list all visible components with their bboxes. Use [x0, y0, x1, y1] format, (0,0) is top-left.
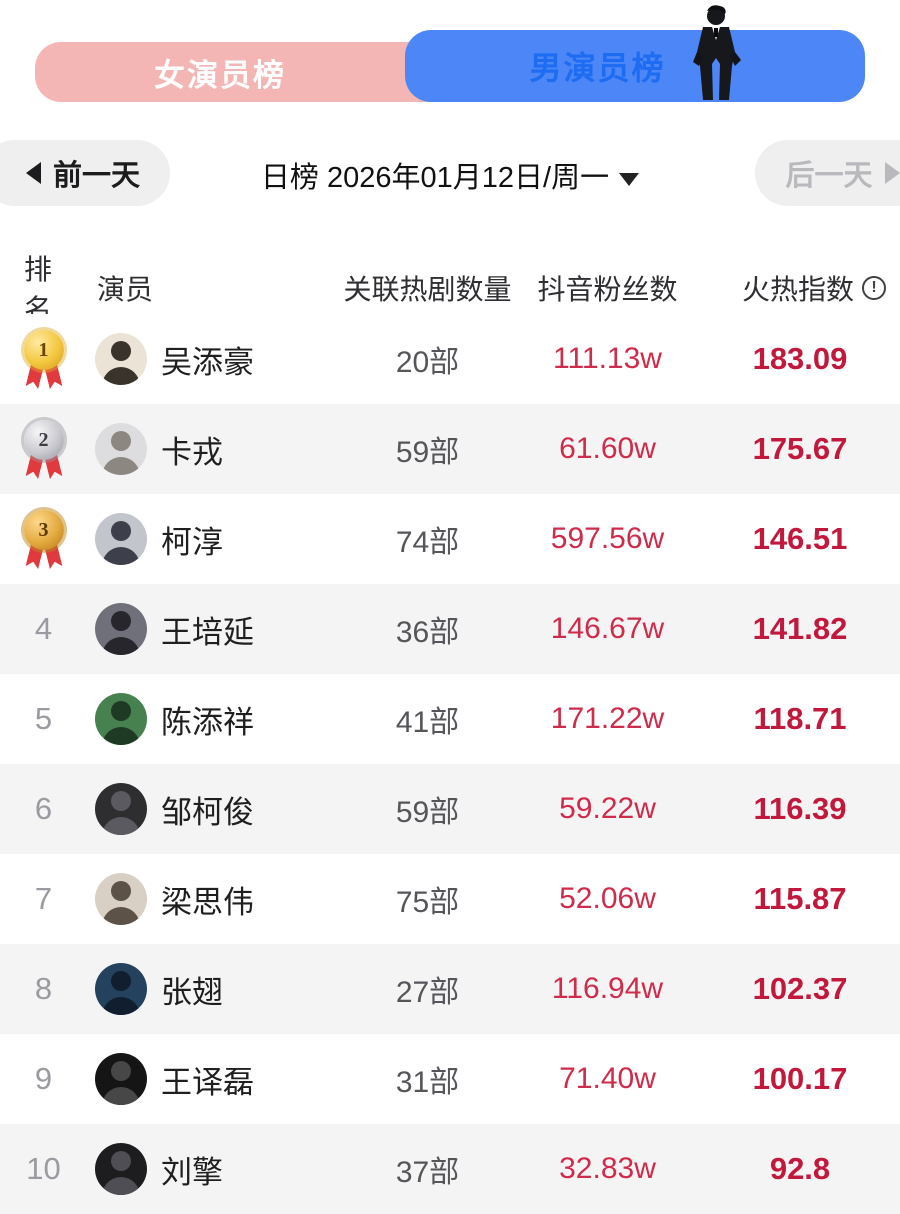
table-row[interactable]: 3 柯淳 74部 597.56w 146.51: [0, 494, 900, 584]
table-row[interactable]: 6 邹柯俊 59部 59.22w 116.39: [0, 764, 900, 854]
avatar: [95, 873, 147, 925]
previous-day-button[interactable]: 前一天: [0, 140, 170, 206]
header-drama-count: 关联热剧数量: [343, 274, 512, 305]
chevron-down-icon: [619, 172, 640, 186]
fans-count: 59.22w: [559, 792, 656, 825]
fans-count: 61.60w: [559, 432, 656, 465]
table-row[interactable]: 10 刘擎 37部 32.83w 92.8: [0, 1124, 900, 1214]
avatar: [95, 333, 147, 385]
actor-name: 邹柯俊: [161, 794, 254, 830]
rank-number: 8: [34, 971, 53, 1006]
drama-count: 74部: [395, 526, 460, 559]
fans-count: 71.40w: [559, 1062, 656, 1095]
heat-index: 92.8: [769, 1151, 831, 1186]
gold-medal-icon: 1: [21, 330, 67, 388]
heat-index: 118.71: [753, 701, 847, 736]
heat-index: 115.87: [753, 881, 847, 916]
next-day-button[interactable]: 后一天: [755, 140, 900, 206]
date-title-text: 日榜 2026年01月12日/周一: [260, 162, 610, 194]
next-day-label: 后一天: [785, 160, 873, 192]
fans-count: 111.13w: [553, 342, 662, 375]
table-row[interactable]: 1 吴添豪 20部 111.13w 183.09: [0, 314, 900, 404]
rank-number: 5: [34, 701, 53, 736]
info-icon[interactable]: !: [862, 276, 886, 300]
heat-index: 183.09: [752, 341, 848, 376]
table-row[interactable]: 4 王培延 36部 146.67w 141.82: [0, 584, 900, 674]
table-row[interactable]: 9 王译磊 31部 71.40w 100.17: [0, 1034, 900, 1124]
drama-count: 31部: [395, 1066, 460, 1099]
silver-medal-icon: 2: [21, 420, 67, 478]
header-actor: 演员: [97, 274, 154, 305]
medal-rank-number: 3: [23, 510, 64, 550]
avatar: [95, 1053, 147, 1105]
table-row[interactable]: 2 卡戎 59部 61.60w 175.67: [0, 404, 900, 494]
suited-man-mascot-image: [693, 5, 741, 100]
medal-rank-number: 1: [23, 330, 64, 370]
drama-count: 20部: [395, 346, 460, 379]
fans-count: 32.83w: [559, 1152, 656, 1185]
table-row[interactable]: 7 梁思伟 75部 52.06w 115.87: [0, 854, 900, 944]
drama-count: 37部: [395, 1156, 460, 1189]
fans-count: 171.22w: [550, 702, 665, 735]
fans-count: 116.94w: [551, 972, 664, 1005]
actor-name: 梁思伟: [161, 884, 254, 920]
drama-count: 27部: [395, 976, 460, 1009]
date-navigation: 前一天 日榜 2026年01月12日/周一 后一天: [0, 130, 900, 222]
actor-name: 吴添豪: [161, 344, 254, 380]
fans-count: 597.56w: [550, 522, 665, 555]
avatar: [95, 963, 147, 1015]
header-heat-index: 火热指数 !: [700, 268, 900, 308]
heat-index: 102.37: [752, 971, 848, 1006]
arrow-right-icon: [884, 162, 900, 184]
previous-day-label: 前一天: [52, 160, 140, 192]
rank-number: 9: [34, 1061, 53, 1096]
rank-number: 6: [34, 791, 53, 826]
fans-count: 146.67w: [550, 612, 665, 645]
avatar: [95, 783, 147, 835]
header-fans-count: 抖音粉丝数: [537, 274, 678, 305]
header-heat-index-label: 火热指数: [741, 274, 854, 305]
avatar: [95, 423, 147, 475]
table-header: 排名 演员 关联热剧数量 抖音粉丝数 火热指数 !: [0, 248, 900, 325]
actor-name: 王译磊: [161, 1064, 254, 1100]
drama-count: 41部: [395, 706, 460, 739]
actor-name: 卡戎: [161, 434, 223, 470]
actor-name: 刘擎: [161, 1154, 223, 1190]
table-row[interactable]: 5 陈添祥 41部 171.22w 118.71: [0, 674, 900, 764]
table-row[interactable]: 8 张翅 27部 116.94w 102.37: [0, 944, 900, 1034]
heat-index: 146.51: [752, 521, 848, 556]
drama-count: 36部: [395, 616, 460, 649]
actor-name: 张翅: [161, 974, 223, 1010]
tab-female-label: 女演员榜: [154, 57, 286, 93]
heat-index: 175.67: [752, 431, 848, 466]
ranking-tab-bar: 女演员榜 男演员榜: [0, 0, 900, 122]
avatar: [95, 513, 147, 565]
medal-rank-number: 2: [23, 420, 64, 460]
tab-male-actor-ranking[interactable]: 男演员榜: [405, 30, 865, 102]
drama-count: 59部: [395, 796, 460, 829]
drama-count: 75部: [395, 886, 460, 919]
date-selector[interactable]: 日榜 2026年01月12日/周一: [0, 154, 900, 196]
tab-male-label: 男演员榜: [529, 50, 666, 86]
rank-number: 7: [34, 881, 53, 916]
bronze-medal-icon: 3: [21, 510, 67, 568]
heat-index: 116.39: [753, 791, 847, 826]
ranking-table: 1 吴添豪 20部 111.13w 183.09 2 卡戎 59部 61.60w…: [0, 314, 900, 1214]
avatar: [95, 603, 147, 655]
actor-name: 王培延: [161, 614, 254, 650]
fans-count: 52.06w: [559, 882, 656, 915]
drama-count: 59部: [395, 436, 460, 469]
heat-index: 100.17: [752, 1061, 848, 1096]
avatar: [95, 1143, 147, 1195]
rank-number: 4: [34, 611, 53, 646]
arrow-left-icon: [25, 162, 41, 184]
heat-index: 141.82: [752, 611, 848, 646]
avatar: [95, 693, 147, 745]
rank-number: 10: [26, 1151, 61, 1186]
actor-name: 柯淳: [161, 524, 223, 560]
actor-name: 陈添祥: [161, 704, 254, 740]
